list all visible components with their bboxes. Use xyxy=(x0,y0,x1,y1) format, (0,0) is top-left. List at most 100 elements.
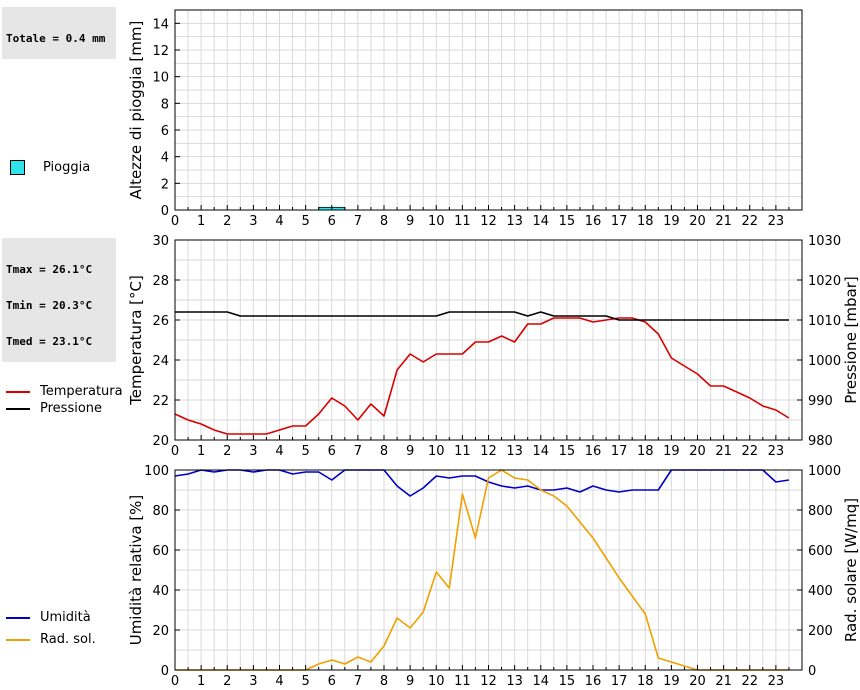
humidity-chart: 0 1 2 3 4 5 6 7 8 9 10 11 12 13 14 15 16 17 18 19 20 21 22 2302… xyxy=(127,464,860,689)
humidity-y2-axis-title: Rad. solare [W/mq] xyxy=(842,498,860,642)
temperature-y2-tick-label: 1000 xyxy=(808,354,841,369)
temperature-x-tick-label: 0 xyxy=(171,444,179,459)
legend-pressure: Pressione xyxy=(6,401,102,416)
temperature-y-axis-title: Temperatura [°C] xyxy=(127,275,145,406)
temp-max-text: Tmax = 26.1°C xyxy=(6,263,93,276)
temperature-x-tick-label: 22 xyxy=(741,444,758,459)
humidity-x-tick-label: 10 xyxy=(428,674,445,689)
legend-temperature-label: Temperatura xyxy=(40,384,123,399)
humidity-y2-tick-label: 0 xyxy=(808,664,816,679)
rain-x-tick-label: 2 xyxy=(223,214,231,229)
legend-solar-label: Rad. sol. xyxy=(40,632,96,647)
legend-temperature: Temperatura xyxy=(6,384,123,399)
humidity-y-tick-label: 40 xyxy=(152,584,169,599)
legend-solar: Rad. sol. xyxy=(6,632,96,647)
rain-x-tick-label: 1 xyxy=(197,214,205,229)
temperature-y2-tick-label: 1030 xyxy=(808,234,841,249)
rain-x-tick-label: 3 xyxy=(249,214,257,229)
rain-x-tick-label: 9 xyxy=(406,214,414,229)
humidity-x-tick-label: 22 xyxy=(741,674,758,689)
rain-x-tick-label: 13 xyxy=(506,214,523,229)
temperature-x-tick-label: 14 xyxy=(532,444,549,459)
temperature-y-tick-label: 24 xyxy=(152,354,169,369)
humidity-x-tick-label: 7 xyxy=(354,674,362,689)
rain-x-tick-label: 10 xyxy=(428,214,445,229)
humidity-x-tick-label: 15 xyxy=(559,674,576,689)
temperature-series-temperatura-line xyxy=(174,317,790,435)
temp-avg-text: Tmed = 23.1°C xyxy=(6,335,93,348)
rain-y-tick-label: 2 xyxy=(161,177,169,192)
temperature-x-tick-label: 11 xyxy=(454,444,471,459)
legend-humidity-label: Umidità xyxy=(40,610,91,625)
humidity-x-tick-label: 21 xyxy=(715,674,732,689)
rain-y-tick-label: 4 xyxy=(161,151,169,166)
temperature-y-tick-label: 26 xyxy=(152,314,169,329)
humidity-x-tick-label: 5 xyxy=(301,674,309,689)
rain-x-tick-label: 5 xyxy=(301,214,309,229)
rain-x-tick-label: 21 xyxy=(715,214,732,229)
rain-x-tick-label: 12 xyxy=(480,214,497,229)
temperature-x-tick-label: 13 xyxy=(506,444,523,459)
rain-total-text: Totale = 0.4 mm xyxy=(6,32,106,45)
temperature-x-tick-label: 6 xyxy=(328,444,336,459)
rain-y-tick-label: 6 xyxy=(161,124,169,139)
legend-solar-swatch xyxy=(6,638,30,641)
rain-y-tick-label: 0 xyxy=(161,204,169,219)
legend-rain-swatch xyxy=(10,160,25,175)
humidity-x-tick-label: 17 xyxy=(611,674,628,689)
temperature-y2-tick-label: 980 xyxy=(808,434,833,449)
rain-x-tick-label: 22 xyxy=(741,214,758,229)
humidity-x-tick-label: 20 xyxy=(689,674,706,689)
humidity-y2-tick-label: 1000 xyxy=(808,464,841,479)
temperature-x-tick-label: 23 xyxy=(768,444,785,459)
legend-temperature-swatch xyxy=(6,390,30,393)
temperature-y-tick-label: 20 xyxy=(152,434,169,449)
rain-x-tick-label: 17 xyxy=(611,214,628,229)
humidity-x-tick-label: 12 xyxy=(480,674,497,689)
humidity-x-tick-label: 8 xyxy=(380,674,388,689)
rain-y-tick-label: 10 xyxy=(152,71,169,86)
temperature-x-tick-label: 21 xyxy=(715,444,732,459)
legend-humidity: Umidità xyxy=(6,610,91,625)
temperature-x-tick-label: 16 xyxy=(585,444,602,459)
rain-x-tick-label: 7 xyxy=(354,214,362,229)
temperature-x-tick-label: 1 xyxy=(197,444,205,459)
humidity-x-tick-label: 18 xyxy=(637,674,654,689)
temperature-stats-box: Tmax = 26.1°C Tmin = 20.3°C Tmed = 23.1°… xyxy=(2,238,116,362)
temperature-chart: 0 1 2 3 4 5 6 7 8 9 10 11 12 13 14 15 16 17 18 19 20 21 22 2320… xyxy=(127,234,860,459)
temperature-y2-axis-title: Pressione [mbar] xyxy=(842,276,860,404)
temperature-x-tick-label: 3 xyxy=(249,444,257,459)
legend-pressure-swatch xyxy=(6,407,30,410)
temperature-y2-tick-label: 1020 xyxy=(808,274,841,289)
humidity-x-tick-label: 11 xyxy=(454,674,471,689)
humidity-y2-tick-label: 600 xyxy=(808,544,833,559)
temperature-x-tick-label: 2 xyxy=(223,444,231,459)
temperature-x-tick-label: 20 xyxy=(689,444,706,459)
rain-total-box: Totale = 0.4 mm xyxy=(2,7,116,59)
humidity-y2-tick-label: 800 xyxy=(808,504,833,519)
temperature-x-tick-label: 17 xyxy=(611,444,628,459)
rain-x-tick-label: 16 xyxy=(585,214,602,229)
legend-pressure-label: Pressione xyxy=(40,401,103,416)
humidity-x-tick-label: 6 xyxy=(328,674,336,689)
humidity-y-axis-title: Umidità relativa [%] xyxy=(127,495,145,646)
humidity-y-tick-label: 80 xyxy=(152,504,169,519)
temperature-x-tick-label: 18 xyxy=(637,444,654,459)
rain-x-tick-label: 11 xyxy=(454,214,471,229)
rain-chart: 0 1 2 3 4 5 6 7 8 9 10 11 12 13 14 15 16 17 18 19 20 21 22 2302… xyxy=(127,9,803,229)
rain-y-tick-label: 8 xyxy=(161,97,169,112)
rain-x-tick-label: 18 xyxy=(637,214,654,229)
temperature-x-tick-label: 7 xyxy=(354,444,362,459)
humidity-y2-tick-label: 400 xyxy=(808,584,833,599)
humidity-y-tick-label: 20 xyxy=(152,624,169,639)
temperature-y-tick-label: 30 xyxy=(152,234,169,249)
rain-y-tick-label: 14 xyxy=(152,17,169,32)
temperature-y-tick-label: 22 xyxy=(152,394,169,409)
humidity-x-tick-label: 9 xyxy=(406,674,414,689)
temperature-x-tick-label: 10 xyxy=(428,444,445,459)
temperature-x-tick-label: 15 xyxy=(559,444,576,459)
humidity-y2-tick-label: 200 xyxy=(808,624,833,639)
rain-x-tick-label: 19 xyxy=(663,214,680,229)
humidity-y-tick-label: 100 xyxy=(144,464,169,479)
